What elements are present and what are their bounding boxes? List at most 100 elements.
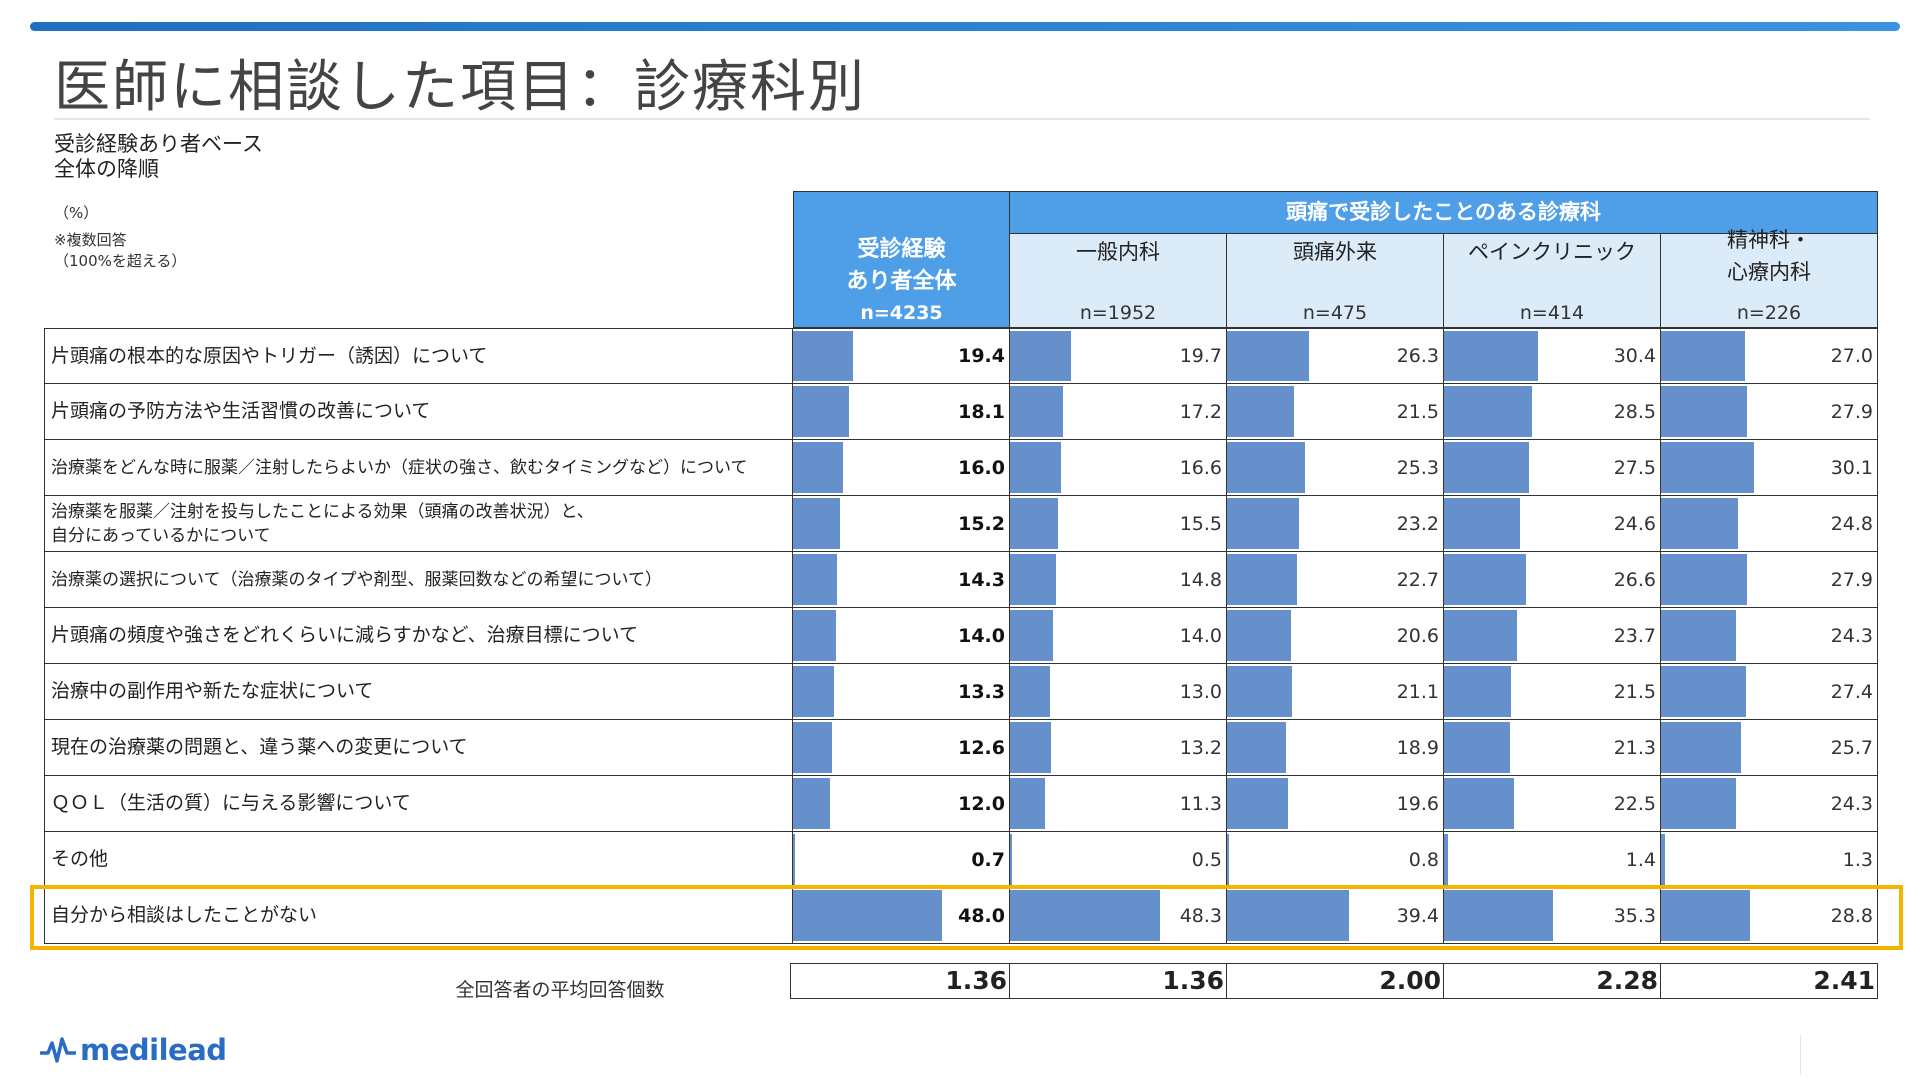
bar bbox=[1661, 722, 1741, 773]
data-label: 39.4 bbox=[1396, 904, 1439, 927]
data-label: 23.7 bbox=[1613, 624, 1656, 647]
value-cell: 26.6 bbox=[1444, 552, 1661, 608]
data-label: 25.3 bbox=[1396, 456, 1439, 479]
page-title: 医師に相談した項目：診療科別 bbox=[54, 55, 866, 120]
row-label: 片頭痛の根本的な原因やトリガー（誘因）について bbox=[44, 328, 793, 384]
row-label: 片頭痛の予防方法や生活習慣の改善について bbox=[44, 384, 793, 440]
bar bbox=[1444, 331, 1539, 381]
average-value: 2.00 bbox=[1227, 963, 1444, 999]
value-cell: 24.6 bbox=[1444, 496, 1661, 552]
data-label: 15.5 bbox=[1179, 512, 1222, 535]
multi-answer-note: ※複数回答 bbox=[54, 231, 127, 249]
value-cell: 21.1 bbox=[1227, 664, 1444, 720]
bar bbox=[1661, 610, 1737, 661]
data-label: 16.0 bbox=[958, 456, 1005, 479]
value-cell: 1.4 bbox=[1444, 832, 1661, 888]
value-cell: 28.5 bbox=[1444, 384, 1661, 440]
value-cell: 27.4 bbox=[1661, 664, 1878, 720]
data-label: 22.5 bbox=[1613, 792, 1656, 815]
header-col-n: n=414 bbox=[1519, 302, 1585, 324]
row-label: その他 bbox=[44, 832, 793, 888]
bar bbox=[1661, 666, 1746, 717]
header-col-2: 頭痛外来 n=475 bbox=[1227, 234, 1444, 328]
bar bbox=[1010, 778, 1046, 829]
value-cell: 25.7 bbox=[1661, 720, 1878, 776]
logo-text: medilead bbox=[80, 1033, 227, 1067]
row-label: ＱＯＬ（生活の質）に与える影響について bbox=[44, 776, 793, 832]
data-label: 48.0 bbox=[958, 904, 1005, 927]
value-cell: 30.1 bbox=[1661, 440, 1878, 496]
header-total-label: 受診経験 あり者全体 bbox=[846, 237, 957, 294]
value-cell: 0.7 bbox=[793, 832, 1010, 888]
value-cell: 23.7 bbox=[1444, 608, 1661, 664]
value-cell: 39.4 bbox=[1227, 888, 1444, 944]
value-cell: 19.7 bbox=[1010, 328, 1227, 384]
data-label: 20.6 bbox=[1396, 624, 1439, 647]
value-cell: 14.0 bbox=[793, 608, 1010, 664]
data-label: 21.1 bbox=[1396, 680, 1439, 703]
value-cell: 35.3 bbox=[1444, 888, 1661, 944]
bar bbox=[1227, 498, 1299, 549]
header-col-label: ペインクリニック bbox=[1468, 240, 1636, 264]
data-label: 35.3 bbox=[1613, 904, 1656, 927]
data-label: 17.2 bbox=[1179, 400, 1222, 423]
data-label: 0.7 bbox=[971, 848, 1005, 871]
bar bbox=[793, 554, 838, 605]
value-cell: 0.5 bbox=[1010, 832, 1227, 888]
bar bbox=[1010, 666, 1051, 717]
value-cell: 16.6 bbox=[1010, 440, 1227, 496]
bar bbox=[1010, 554, 1056, 605]
bar bbox=[1661, 778, 1737, 829]
value-cell: 23.2 bbox=[1227, 496, 1444, 552]
bar bbox=[793, 778, 831, 829]
value-cell: 27.9 bbox=[1661, 552, 1878, 608]
data-label: 11.3 bbox=[1179, 792, 1222, 815]
row-label: 現在の治療薬の問題と、違う薬への変更について bbox=[44, 720, 793, 776]
row-label: 自分から相談はしたことがない bbox=[44, 888, 793, 944]
data-label: 14.0 bbox=[958, 624, 1005, 647]
data-label: 22.7 bbox=[1396, 568, 1439, 591]
data-label: 30.1 bbox=[1830, 456, 1873, 479]
bar bbox=[1661, 498, 1738, 549]
data-label: 24.8 bbox=[1830, 512, 1873, 535]
data-label: 19.7 bbox=[1179, 345, 1222, 367]
value-cell: 30.4 bbox=[1444, 328, 1661, 384]
data-label: 19.6 bbox=[1396, 792, 1439, 815]
top-accent-bar bbox=[30, 22, 1900, 31]
data-label: 12.0 bbox=[958, 792, 1005, 815]
bar bbox=[793, 834, 796, 885]
header-col-1: 一般内科 n=1952 bbox=[1010, 234, 1227, 328]
bar bbox=[1227, 834, 1230, 885]
average-label: 全回答者の平均回答個数 bbox=[455, 979, 665, 1001]
row-label: 片頭痛の頻度や強さをどれくらいに減らすかなど、治療目標について bbox=[44, 608, 793, 664]
value-cell: 14.0 bbox=[1010, 608, 1227, 664]
data-label: 27.9 bbox=[1830, 400, 1873, 423]
bar bbox=[1010, 442, 1062, 493]
value-cell: 12.0 bbox=[793, 776, 1010, 832]
header-col-4: 精神科・ 心療内科 n=226 bbox=[1661, 228, 1878, 328]
data-label: 18.9 bbox=[1396, 736, 1439, 759]
header-col-label: 一般内科 bbox=[1076, 240, 1160, 264]
bar bbox=[1444, 834, 1449, 885]
bar bbox=[1010, 890, 1160, 941]
bar bbox=[1444, 554, 1527, 605]
bar bbox=[1444, 778, 1514, 829]
value-cell: 19.6 bbox=[1227, 776, 1444, 832]
bar bbox=[793, 331, 854, 381]
bar bbox=[1444, 386, 1533, 437]
bar bbox=[1444, 498, 1521, 549]
bar bbox=[793, 386, 850, 437]
value-cell: 14.3 bbox=[793, 552, 1010, 608]
value-cell: 18.9 bbox=[1227, 720, 1444, 776]
bar bbox=[1227, 778, 1288, 829]
bar bbox=[1444, 722, 1511, 773]
corner-divider bbox=[1800, 1035, 1801, 1075]
average-value: 1.36 bbox=[1010, 963, 1227, 999]
title-divider bbox=[54, 118, 1870, 120]
bar bbox=[1227, 722, 1286, 773]
data-label: 23.2 bbox=[1396, 512, 1439, 535]
data-label: 1.3 bbox=[1842, 848, 1873, 871]
data-label: 18.1 bbox=[958, 400, 1005, 423]
bar bbox=[1444, 890, 1554, 941]
bar bbox=[1444, 610, 1518, 661]
